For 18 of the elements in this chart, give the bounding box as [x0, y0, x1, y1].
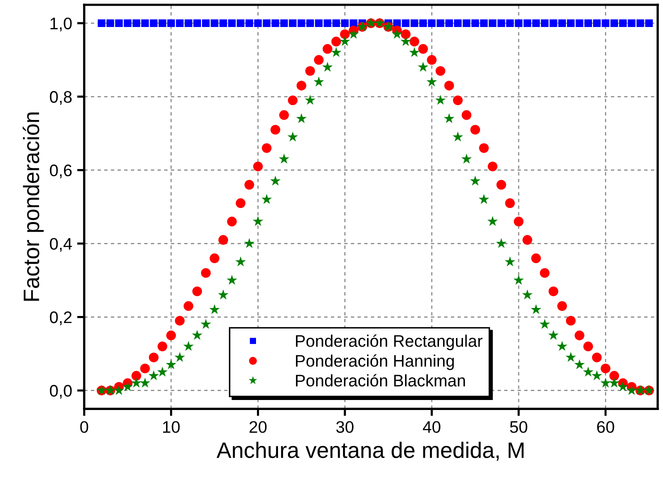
legend-label: Ponderación Hanning [296, 354, 454, 370]
y-tick-label: 0,0 [50, 384, 72, 399]
x-tick-label: 40 [422, 421, 440, 433]
y-tick-label: 0,8 [50, 91, 72, 105]
x-tick-label: 0 [80, 421, 88, 433]
legend-label: Ponderación Blackman [296, 374, 465, 387]
y-tick-label: 0,4 [50, 238, 72, 252]
legend-label: Ponderación Rectangular [296, 334, 482, 350]
x-tick-label: 60 [597, 421, 614, 433]
x-tick-label: 20 [250, 421, 267, 433]
x-tick-label: 50 [510, 421, 528, 433]
x-axis-title: Anchura ventana de medida, M [216, 442, 524, 461]
y-axis-title: Factor ponderación [22, 112, 44, 301]
y-tick-label: 1,0 [50, 18, 72, 32]
x-tick-label: 30 [336, 421, 354, 433]
y-tick-label: 0,2 [50, 311, 72, 326]
y-tick-label: 0,6 [50, 164, 72, 178]
x-tick-label: 10 [163, 421, 180, 433]
